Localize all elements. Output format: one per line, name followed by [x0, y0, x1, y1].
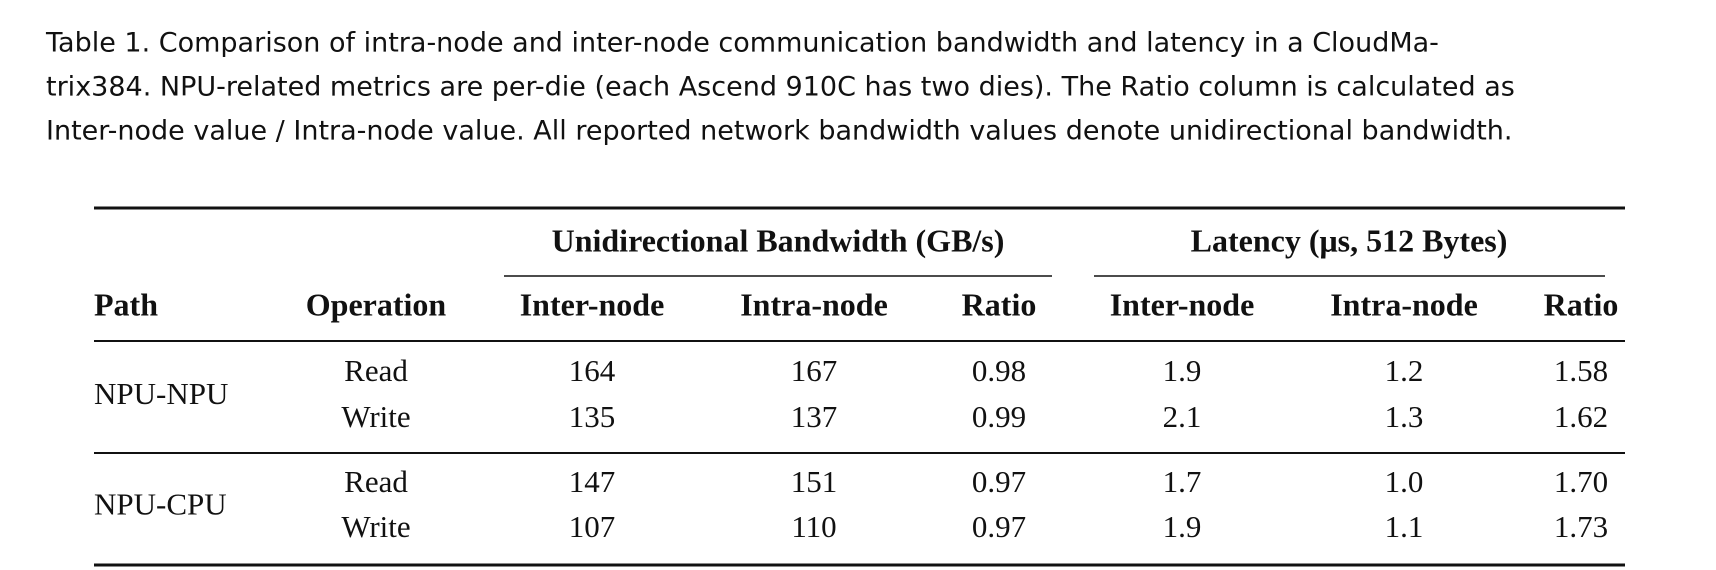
- cell: 1.73: [1554, 509, 1608, 544]
- cell: 107: [569, 509, 616, 544]
- column-header: Inter-node: [520, 286, 665, 322]
- column-header: Ratio: [1544, 286, 1619, 322]
- operation: Read: [344, 353, 408, 388]
- cell: 167: [791, 353, 838, 388]
- path-label: NPU-CPU: [94, 487, 227, 522]
- cell: 0.99: [972, 399, 1026, 434]
- column-header: Ratio: [962, 286, 1037, 322]
- cell: 147: [569, 464, 616, 499]
- path-label: NPU-NPU: [94, 376, 228, 411]
- column-header: Intra-node: [740, 286, 888, 322]
- cell: 0.97: [972, 464, 1026, 499]
- cell: 110: [791, 509, 836, 544]
- column-header: Path: [94, 286, 158, 322]
- operation: Write: [341, 399, 410, 434]
- column-header: Intra-node: [1330, 286, 1478, 322]
- caption-line: Inter-node value / Intra-node value. All…: [46, 116, 1513, 147]
- cell: 1.58: [1554, 353, 1608, 388]
- cell: 135: [569, 399, 616, 434]
- cell: 1.3: [1385, 399, 1424, 434]
- cell: 1.9: [1163, 509, 1202, 544]
- cell: 137: [791, 399, 838, 434]
- caption-line: Table 1. Comparison of intra-node and in…: [45, 28, 1439, 59]
- cell: 1.7: [1163, 464, 1202, 499]
- operation: Write: [341, 509, 410, 544]
- cell: 164: [569, 353, 616, 388]
- cell: 2.1: [1163, 399, 1202, 434]
- group-header: Unidirectional Bandwidth (GB/s): [552, 222, 1005, 258]
- cell: 0.98: [972, 353, 1026, 388]
- cell: 151: [791, 464, 838, 499]
- column-header: Operation: [306, 286, 447, 322]
- cell: 1.70: [1554, 464, 1608, 499]
- cell: 0.97: [972, 509, 1026, 544]
- cell: 1.1: [1385, 509, 1424, 544]
- cell: 1.2: [1385, 353, 1424, 388]
- cell: 1.9: [1163, 353, 1202, 388]
- cell: 1.0: [1385, 464, 1424, 499]
- column-header: Inter-node: [1110, 286, 1255, 322]
- operation: Read: [344, 464, 408, 499]
- caption-line: trix384. NPU-related metrics are per-die…: [46, 72, 1515, 103]
- group-header: Latency (μs, 512 Bytes): [1191, 222, 1508, 258]
- cell: 1.62: [1554, 399, 1608, 434]
